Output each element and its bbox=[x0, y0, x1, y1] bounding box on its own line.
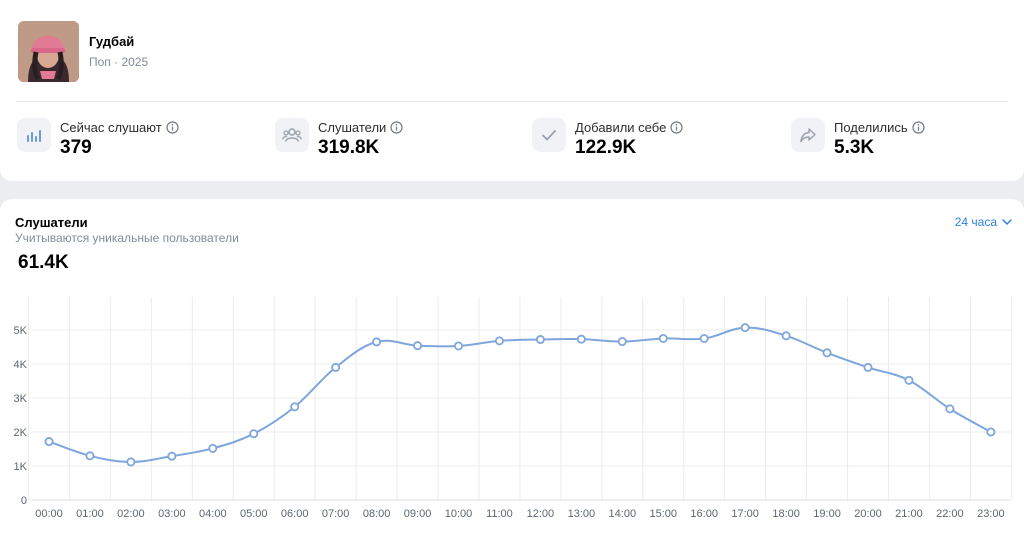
x-tick-label: 12:00 bbox=[527, 508, 555, 520]
data-point bbox=[85, 451, 95, 461]
stat-label: Поделились bbox=[834, 120, 908, 135]
x-tick-label: 02:00 bbox=[117, 508, 145, 520]
stat-value: 122.9K bbox=[575, 137, 637, 158]
data-point bbox=[781, 331, 791, 341]
stat-value: 319.8K bbox=[318, 137, 380, 158]
y-tick-label: 2K bbox=[14, 427, 28, 439]
data-point bbox=[249, 429, 259, 439]
y-tick-label: 1K bbox=[14, 461, 28, 473]
data-point bbox=[576, 334, 586, 344]
y-tick-label: 0 bbox=[21, 495, 27, 507]
data-point bbox=[945, 404, 955, 414]
x-tick-label: 03:00 bbox=[158, 508, 186, 520]
data-point bbox=[822, 348, 832, 358]
period-label[interactable]: 24 часа bbox=[954, 215, 997, 229]
data-point bbox=[699, 333, 709, 343]
chart-title: Слушатели bbox=[15, 215, 88, 230]
chart-subtitle: Учитываются уникальные пользователи bbox=[15, 231, 239, 245]
info-icon[interactable] bbox=[390, 121, 403, 134]
info-icon[interactable] bbox=[166, 121, 179, 134]
x-tick-label: 09:00 bbox=[404, 508, 432, 520]
stat-label: Слушатели bbox=[318, 120, 387, 135]
x-tick-label: 19:00 bbox=[813, 508, 841, 520]
x-tick-label: 11:00 bbox=[486, 508, 513, 520]
data-point bbox=[904, 375, 914, 385]
x-tick-label: 22:00 bbox=[936, 508, 964, 520]
data-point bbox=[372, 337, 382, 347]
stat-value: 379 bbox=[60, 137, 92, 158]
x-tick-label: 21:00 bbox=[895, 508, 923, 520]
chart-total: 61.4K bbox=[18, 252, 69, 273]
x-tick-label: 10:00 bbox=[445, 508, 473, 520]
data-point bbox=[44, 437, 54, 447]
chevron-down-icon[interactable] bbox=[1002, 219, 1012, 225]
y-tick-label: 4K bbox=[14, 359, 28, 371]
period-dropdown[interactable]: 24 часа bbox=[955, 215, 1012, 229]
users-icon bbox=[275, 118, 309, 152]
release-title[interactable]: Гудбай bbox=[89, 34, 135, 49]
divider bbox=[16, 101, 1008, 102]
data-point bbox=[617, 337, 627, 347]
data-point bbox=[413, 341, 423, 351]
data-point bbox=[167, 451, 177, 461]
x-tick-label: 07:00 bbox=[322, 508, 350, 520]
data-point bbox=[290, 402, 300, 412]
x-tick-label: 17:00 bbox=[731, 508, 759, 520]
equalizer-icon bbox=[17, 118, 51, 152]
data-point bbox=[494, 336, 504, 346]
cover-art[interactable] bbox=[18, 21, 79, 82]
stat-label: Добавили себе bbox=[575, 120, 667, 135]
stat-shared: Поделились 5.3K bbox=[791, 118, 925, 159]
stat-added: Добавили себе 122.9K bbox=[532, 118, 683, 159]
release-info[interactable]: Гудбай Поп · 2025 bbox=[18, 21, 148, 82]
x-tick-label: 06:00 bbox=[281, 508, 309, 520]
data-point bbox=[535, 335, 545, 345]
listeners-line-chart: 0 1K 2K 3K 4K 5K 00:00 01:00 02:00 03:00 04:00 05:0… bbox=[14, 297, 1012, 520]
x-tick-label: 13:00 bbox=[568, 508, 596, 520]
stat-value: 5.3K bbox=[834, 137, 875, 158]
x-tick-label: 04:00 bbox=[199, 508, 227, 520]
stat-listening-now: Сейчас слушают 379 bbox=[17, 118, 179, 159]
release-card: Гудбай Поп · 2025 Сейчас слушают 379 bbox=[0, 0, 1024, 181]
y-tick-label: 5K bbox=[14, 325, 28, 337]
x-tick-label: 20:00 bbox=[854, 508, 882, 520]
data-point bbox=[740, 323, 750, 333]
x-tick-label: 18:00 bbox=[772, 508, 800, 520]
release-subtitle: Поп · 2025 bbox=[89, 55, 149, 69]
data-point bbox=[126, 457, 136, 467]
listeners-chart-card: 0 1K 2K 3K 4K 5K 00:00 01:00 02:00 03:00 04:00 05:0… bbox=[0, 199, 1024, 536]
data-point bbox=[208, 443, 218, 453]
data-point bbox=[658, 333, 668, 343]
share-icon bbox=[791, 118, 825, 152]
stat-listeners: Слушатели 319.8K bbox=[275, 118, 403, 159]
x-tick-label: 01:00 bbox=[76, 508, 104, 520]
x-tick-label: 05:00 bbox=[240, 508, 268, 520]
checkmark-icon bbox=[532, 118, 566, 152]
data-point bbox=[863, 362, 873, 372]
data-point bbox=[453, 341, 463, 351]
y-tick-label: 3K bbox=[14, 393, 28, 405]
info-icon[interactable] bbox=[670, 121, 683, 134]
x-tick-label: 08:00 bbox=[363, 508, 391, 520]
stat-label: Сейчас слушают bbox=[60, 120, 162, 135]
info-icon[interactable] bbox=[912, 121, 925, 134]
x-tick-label: 23:00 bbox=[977, 508, 1005, 520]
x-tick-label: 14:00 bbox=[609, 508, 637, 520]
x-tick-label: 00:00 bbox=[35, 508, 63, 520]
x-tick-label: 16:00 bbox=[690, 508, 718, 520]
data-point bbox=[986, 427, 996, 437]
x-tick-label: 15:00 bbox=[649, 508, 677, 520]
data-point bbox=[331, 362, 341, 372]
